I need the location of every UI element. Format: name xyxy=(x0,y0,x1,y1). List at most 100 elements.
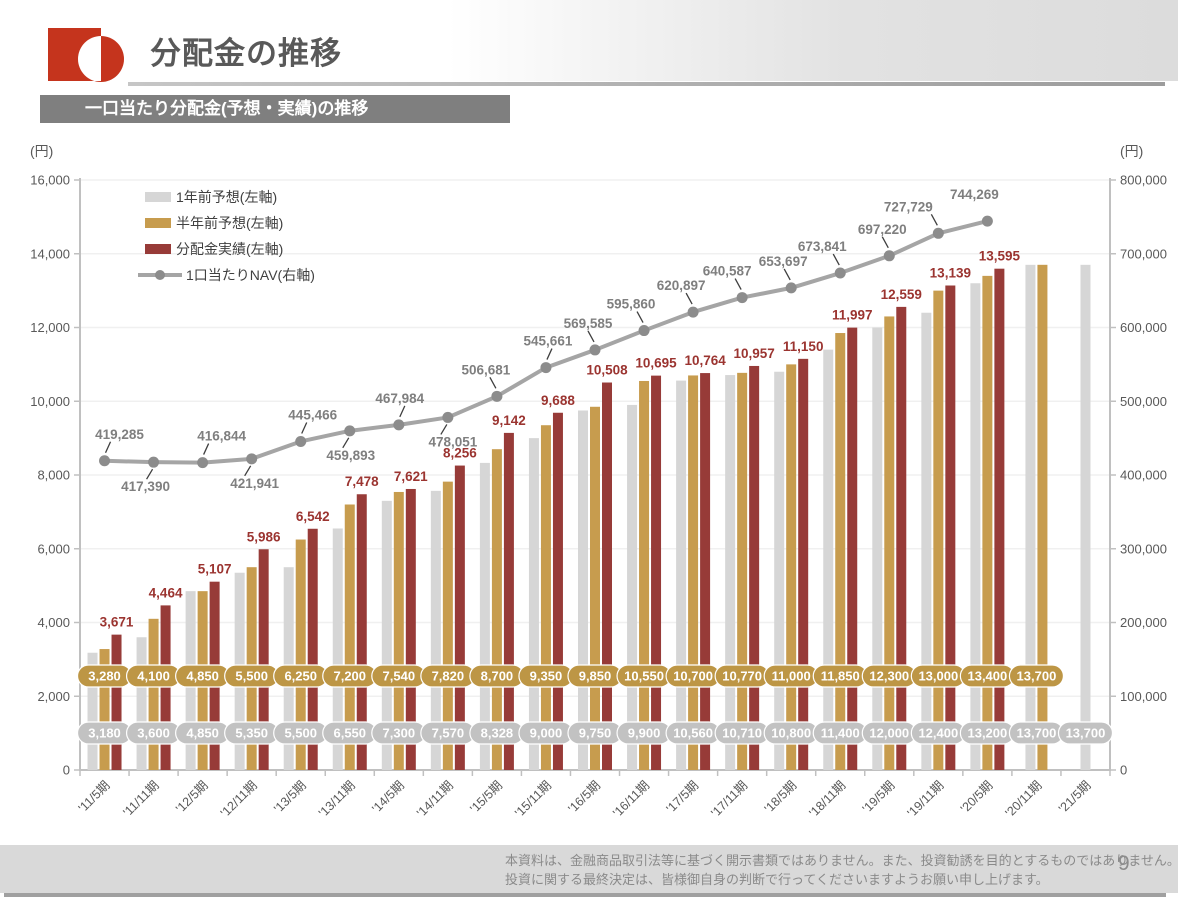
svg-text:'14/5期: '14/5期 xyxy=(369,778,407,816)
svg-text:673,841: 673,841 xyxy=(798,239,847,254)
svg-text:653,697: 653,697 xyxy=(759,254,808,269)
svg-text:1年前予想(左軸): 1年前予想(左軸) xyxy=(176,189,277,205)
svg-text:459,893: 459,893 xyxy=(326,448,375,463)
svg-text:'13/5期: '13/5期 xyxy=(271,778,309,816)
svg-text:10,764: 10,764 xyxy=(684,353,726,368)
svg-text:4,000: 4,000 xyxy=(37,615,70,630)
svg-text:6,000: 6,000 xyxy=(37,541,70,556)
svg-text:9,000: 9,000 xyxy=(530,726,563,741)
svg-text:9,850: 9,850 xyxy=(579,669,612,684)
svg-text:12,000: 12,000 xyxy=(869,726,909,741)
svg-text:700,000: 700,000 xyxy=(1120,246,1167,261)
svg-text:417,390: 417,390 xyxy=(121,479,170,494)
svg-text:11,997: 11,997 xyxy=(832,308,873,323)
svg-text:11,150: 11,150 xyxy=(783,339,824,354)
header-divider xyxy=(128,82,1165,86)
svg-text:13,700: 13,700 xyxy=(1017,669,1057,684)
svg-text:10,800: 10,800 xyxy=(771,726,811,741)
svg-text:'21/5期: '21/5期 xyxy=(1056,778,1094,816)
svg-text:620,897: 620,897 xyxy=(657,278,706,293)
svg-text:'19/11期: '19/11期 xyxy=(905,778,947,820)
svg-text:7,820: 7,820 xyxy=(432,669,465,684)
svg-text:200,000: 200,000 xyxy=(1120,615,1167,630)
svg-text:10,550: 10,550 xyxy=(624,669,664,684)
svg-text:'19/5期: '19/5期 xyxy=(860,778,898,816)
disclaimer-line-2: 投資に関する最終決定は、皆様御自身の判断で行ってくださいますようお願い申し上げま… xyxy=(505,872,1049,887)
disclaimer-text: 本資料は、金融商品取引法等に基づく開示書類ではありません。また、投資勧誘を目的と… xyxy=(505,851,1180,889)
svg-text:300,000: 300,000 xyxy=(1120,541,1167,556)
svg-text:5,107: 5,107 xyxy=(198,562,232,577)
svg-text:12,300: 12,300 xyxy=(869,669,909,684)
svg-text:4,850: 4,850 xyxy=(186,669,219,684)
svg-text:13,400: 13,400 xyxy=(967,669,1007,684)
svg-text:800,000: 800,000 xyxy=(1120,173,1167,188)
svg-text:'15/11期: '15/11期 xyxy=(512,778,554,820)
svg-text:3,180: 3,180 xyxy=(88,726,121,741)
svg-text:'14/11期: '14/11期 xyxy=(414,778,456,820)
page-title: 分配金の推移 xyxy=(150,36,342,71)
svg-text:640,587: 640,587 xyxy=(703,264,752,279)
svg-text:10,000: 10,000 xyxy=(30,394,70,409)
svg-text:6,542: 6,542 xyxy=(296,509,330,524)
svg-text:10,560: 10,560 xyxy=(673,726,713,741)
svg-text:半年前予想(左軸): 半年前予想(左軸) xyxy=(176,215,283,231)
svg-text:7,540: 7,540 xyxy=(383,669,416,684)
distribution-chart: 0 2,000 4,000 6,000 8,000 10,000 12,000 14,000 1… xyxy=(30,143,1167,820)
svg-text:416,844: 416,844 xyxy=(197,429,246,444)
svg-text:'16/5期: '16/5期 xyxy=(565,778,603,816)
svg-text:11,850: 11,850 xyxy=(821,669,860,684)
svg-text:545,661: 545,661 xyxy=(524,334,573,349)
svg-text:9,900: 9,900 xyxy=(628,726,661,741)
svg-text:'17/5期: '17/5期 xyxy=(664,778,702,816)
svg-text:13,595: 13,595 xyxy=(979,249,1021,264)
svg-text:5,986: 5,986 xyxy=(247,529,281,544)
svg-text:7,200: 7,200 xyxy=(333,669,366,684)
svg-text:9,350: 9,350 xyxy=(530,669,563,684)
svg-text:13,700: 13,700 xyxy=(1066,726,1106,741)
svg-text:'13/11期: '13/11期 xyxy=(316,778,358,820)
svg-text:600,000: 600,000 xyxy=(1120,320,1167,335)
svg-text:13,200: 13,200 xyxy=(967,726,1007,741)
svg-text:2,000: 2,000 xyxy=(37,689,70,704)
svg-text:'12/11期: '12/11期 xyxy=(218,778,260,820)
svg-text:4,464: 4,464 xyxy=(149,585,183,600)
svg-text:9,142: 9,142 xyxy=(492,413,526,428)
svg-text:3,280: 3,280 xyxy=(88,669,121,684)
svg-text:0: 0 xyxy=(1120,763,1127,778)
svg-text:(円): (円) xyxy=(1120,143,1143,159)
svg-text:697,220: 697,220 xyxy=(858,222,907,237)
svg-text:1口当たりNAV(右軸): 1口当たりNAV(右軸) xyxy=(186,267,315,283)
footer-divider xyxy=(4,893,1166,897)
svg-text:569,585: 569,585 xyxy=(564,316,613,331)
svg-text:'20/5期: '20/5期 xyxy=(958,778,996,816)
svg-text:7,478: 7,478 xyxy=(345,474,379,489)
svg-text:10,710: 10,710 xyxy=(722,726,762,741)
page-number: 9 xyxy=(1118,852,1130,875)
svg-text:10,957: 10,957 xyxy=(733,346,774,361)
svg-text:'18/11期: '18/11期 xyxy=(806,778,848,820)
section-subtitle: 一口当たり分配金(予想・実績)の推移 xyxy=(40,95,510,123)
svg-text:500,000: 500,000 xyxy=(1120,394,1167,409)
svg-text:13,000: 13,000 xyxy=(918,669,958,684)
svg-text:419,285: 419,285 xyxy=(95,427,144,442)
svg-text:12,000: 12,000 xyxy=(30,320,70,335)
svg-text:10,508: 10,508 xyxy=(586,363,628,378)
svg-text:'12/5期: '12/5期 xyxy=(173,778,211,816)
svg-text:467,984: 467,984 xyxy=(375,391,424,406)
svg-text:'18/5期: '18/5期 xyxy=(762,778,800,816)
svg-text:744,269: 744,269 xyxy=(950,187,999,202)
svg-text:595,860: 595,860 xyxy=(607,297,656,312)
svg-text:10,700: 10,700 xyxy=(673,669,713,684)
svg-text:6,250: 6,250 xyxy=(284,669,317,684)
company-logo-icon xyxy=(48,28,124,82)
svg-text:4,850: 4,850 xyxy=(186,726,219,741)
svg-text:5,500: 5,500 xyxy=(235,669,268,684)
svg-text:7,621: 7,621 xyxy=(394,469,428,484)
svg-text:421,941: 421,941 xyxy=(230,476,279,491)
svg-text:11,000: 11,000 xyxy=(772,669,811,684)
svg-text:分配金実績(左軸): 分配金実績(左軸) xyxy=(176,241,283,257)
svg-text:(円): (円) xyxy=(30,143,53,159)
svg-text:727,729: 727,729 xyxy=(884,199,933,214)
svg-text:13,139: 13,139 xyxy=(930,265,971,280)
